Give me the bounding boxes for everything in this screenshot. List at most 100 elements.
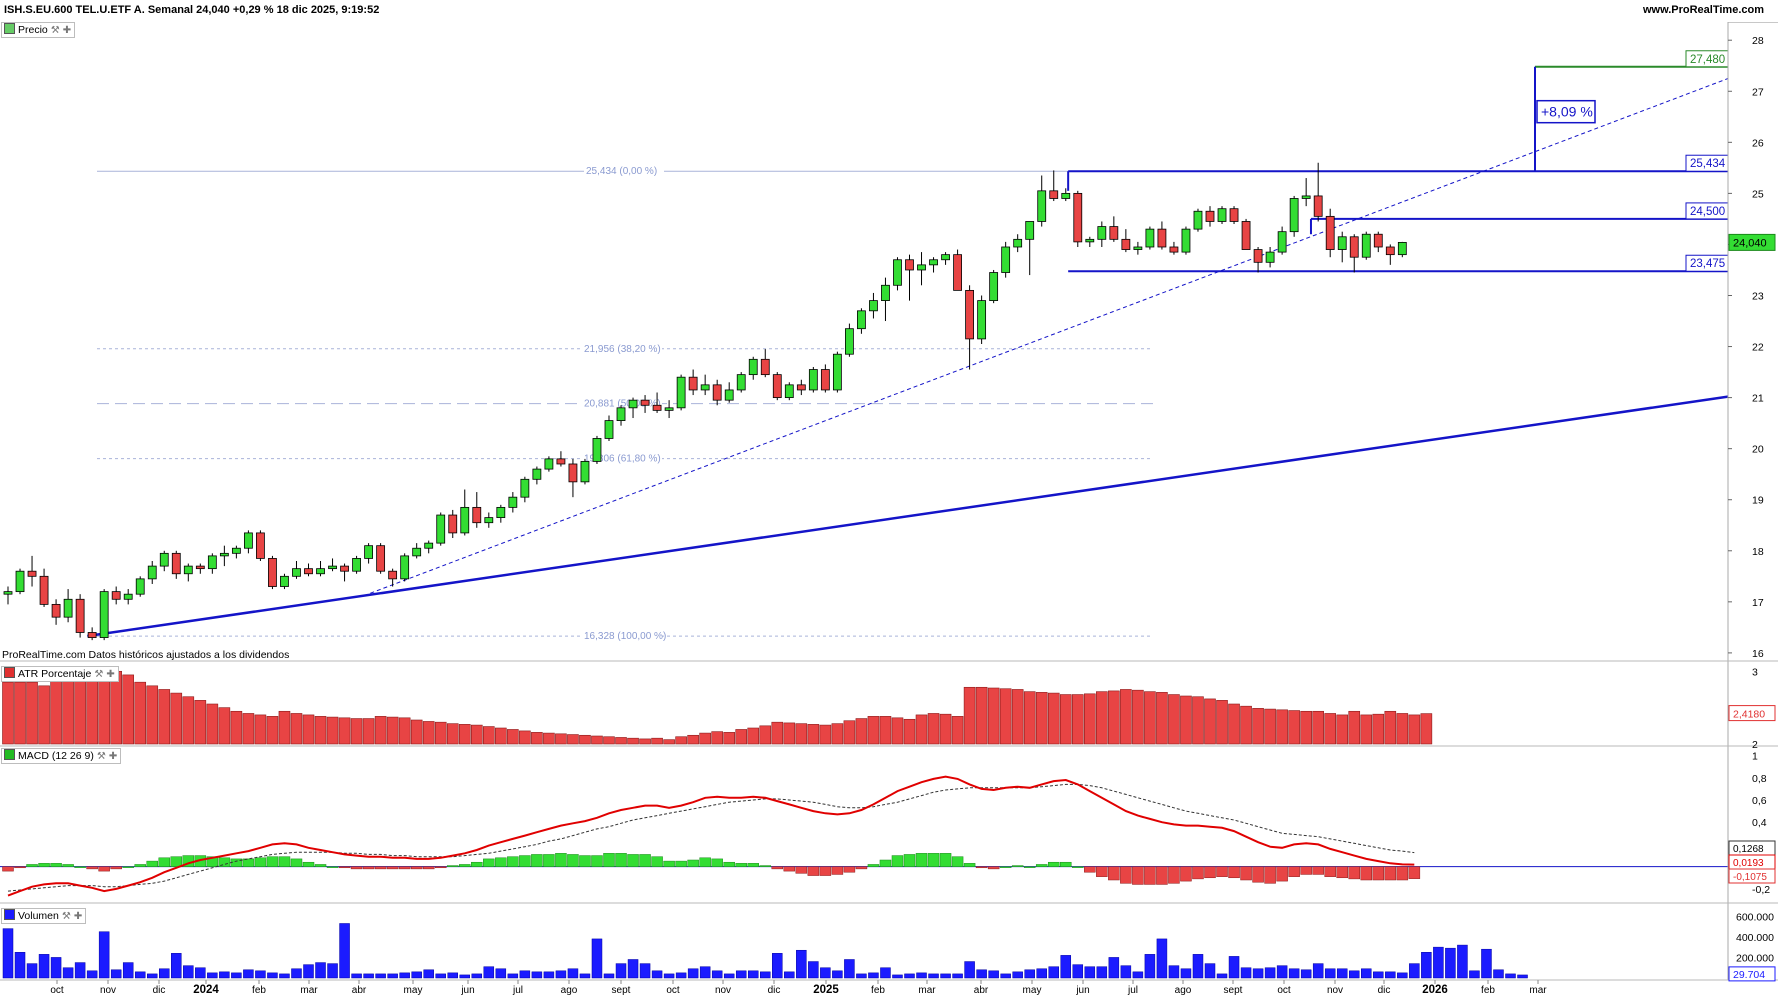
atr-bar <box>146 685 159 745</box>
candle-body <box>820 369 830 391</box>
volume-bar <box>988 970 999 979</box>
macd-histogram-bar <box>699 857 711 867</box>
candle-body <box>532 468 542 480</box>
volume-bar <box>339 923 350 979</box>
add-icon[interactable]: ✚ <box>108 751 118 762</box>
volume-bar <box>760 971 771 979</box>
site-url-link[interactable]: www.ProRealTime.com <box>1642 4 1764 16</box>
x-tick-label: nov <box>100 985 116 996</box>
atr-bar <box>663 739 675 745</box>
volume-panel-label[interactable]: Volumen ⚒ ✚ <box>1 908 87 924</box>
macd-histogram-bar <box>302 861 315 867</box>
candle-body <box>400 555 410 580</box>
macd-histogram-bar <box>86 866 98 870</box>
volume-panel-title: Volumen <box>18 910 59 922</box>
atr-bar <box>879 716 892 745</box>
volume-bar <box>483 966 495 979</box>
macd-tick-label: -0,2 <box>1752 884 1770 896</box>
volume-bar <box>940 973 951 979</box>
macd-histogram-bar <box>1228 866 1240 879</box>
macd-histogram-bar <box>747 863 759 867</box>
macd-histogram-bar <box>951 856 964 867</box>
candle-body <box>965 289 974 340</box>
atr-bar <box>1276 709 1288 745</box>
price-tick-label: 22 <box>1752 342 1764 354</box>
candle-body <box>1085 238 1095 243</box>
macd-histogram-bar <box>1096 866 1108 877</box>
candle-body <box>640 399 650 406</box>
price-tick-label: 20 <box>1752 444 1764 456</box>
atr-bar <box>374 716 387 745</box>
volume-bar <box>543 971 555 979</box>
candle-body <box>808 369 818 391</box>
volume-bar <box>255 970 266 979</box>
x-tick-label: ago <box>561 985 578 996</box>
wrench-icon[interactable]: ⚒ <box>96 751 106 762</box>
candle-body <box>881 284 890 302</box>
candle-body <box>75 598 85 633</box>
wrench-icon[interactable]: ⚒ <box>50 25 60 36</box>
volume-bar <box>1060 955 1072 979</box>
long-term-support-line <box>87 395 1729 638</box>
macd-value-badge <box>1728 868 1776 884</box>
atr-bar <box>1144 691 1156 745</box>
volume-bar <box>1336 968 1348 979</box>
volume-bar <box>1300 969 1312 979</box>
candle-body <box>1109 226 1119 240</box>
atr-bar <box>783 722 796 745</box>
atr-bar <box>891 717 904 745</box>
x-tick-label: mar <box>1529 985 1547 996</box>
price-panel-label[interactable]: Precio ⚒ ✚ <box>1 22 76 38</box>
x-tick-label: sept <box>1224 985 1243 996</box>
price-tick-label: 18 <box>1752 546 1764 558</box>
volume-bar <box>1445 947 1456 979</box>
volume-bar <box>375 973 386 979</box>
atr-value-badge <box>1728 705 1776 722</box>
candle-body <box>268 558 277 587</box>
volume-bar <box>1348 970 1360 979</box>
candle-body <box>869 300 878 312</box>
wrench-icon[interactable]: ⚒ <box>94 669 104 680</box>
level-label: 25,434 <box>1690 158 1726 170</box>
candle-body <box>520 478 530 498</box>
macd-histogram-bar <box>855 866 868 870</box>
volume-bar <box>784 971 795 979</box>
macd-histogram-bar <box>218 857 231 867</box>
volume-bar <box>363 973 374 979</box>
macd-histogram-bar <box>663 860 675 867</box>
atr-bar <box>338 717 351 745</box>
fib-label-bg <box>582 341 662 354</box>
atr-tick-label: 3 <box>1752 666 1758 678</box>
volume-bar <box>1204 963 1216 979</box>
candle-body <box>123 593 133 600</box>
macd-histogram-bar <box>999 866 1012 868</box>
fib-level-label: 25,434 (0,00 %) <box>586 166 657 177</box>
candle-body <box>51 603 61 618</box>
atr-bar <box>1384 710 1397 745</box>
macd-panel-label[interactable]: MACD (12 26 9) ⚒ ✚ <box>1 748 122 764</box>
signal-line <box>7 783 1415 892</box>
add-icon[interactable]: ✚ <box>62 25 72 36</box>
candle-body <box>1205 210 1215 222</box>
add-icon[interactable]: ✚ <box>106 669 115 680</box>
macd-histogram-bar <box>507 856 519 867</box>
atr-bar <box>855 718 868 745</box>
candle-body <box>1277 231 1287 253</box>
add-icon[interactable]: ✚ <box>73 911 83 922</box>
macd-histogram-bar <box>1336 866 1348 879</box>
macd-histogram-bar <box>1132 866 1144 885</box>
volume-bar <box>1228 956 1240 979</box>
macd-histogram-bar <box>483 858 495 867</box>
volume-bar <box>916 972 927 979</box>
atr-panel-label[interactable]: ATR Porcentaje ⚒ ✚ <box>1 666 119 682</box>
wrench-icon[interactable]: ⚒ <box>61 911 71 922</box>
atr-bar <box>771 721 784 745</box>
macd-histogram-bar <box>98 866 110 872</box>
macd-histogram-bar <box>1047 861 1060 867</box>
candle-body <box>1025 221 1035 240</box>
macd-histogram-bar <box>422 866 435 870</box>
atr-bar <box>1300 710 1312 745</box>
atr-bar <box>1192 696 1204 745</box>
macd-histogram-bar <box>723 861 735 867</box>
x-tick-label: jul <box>1127 985 1138 996</box>
